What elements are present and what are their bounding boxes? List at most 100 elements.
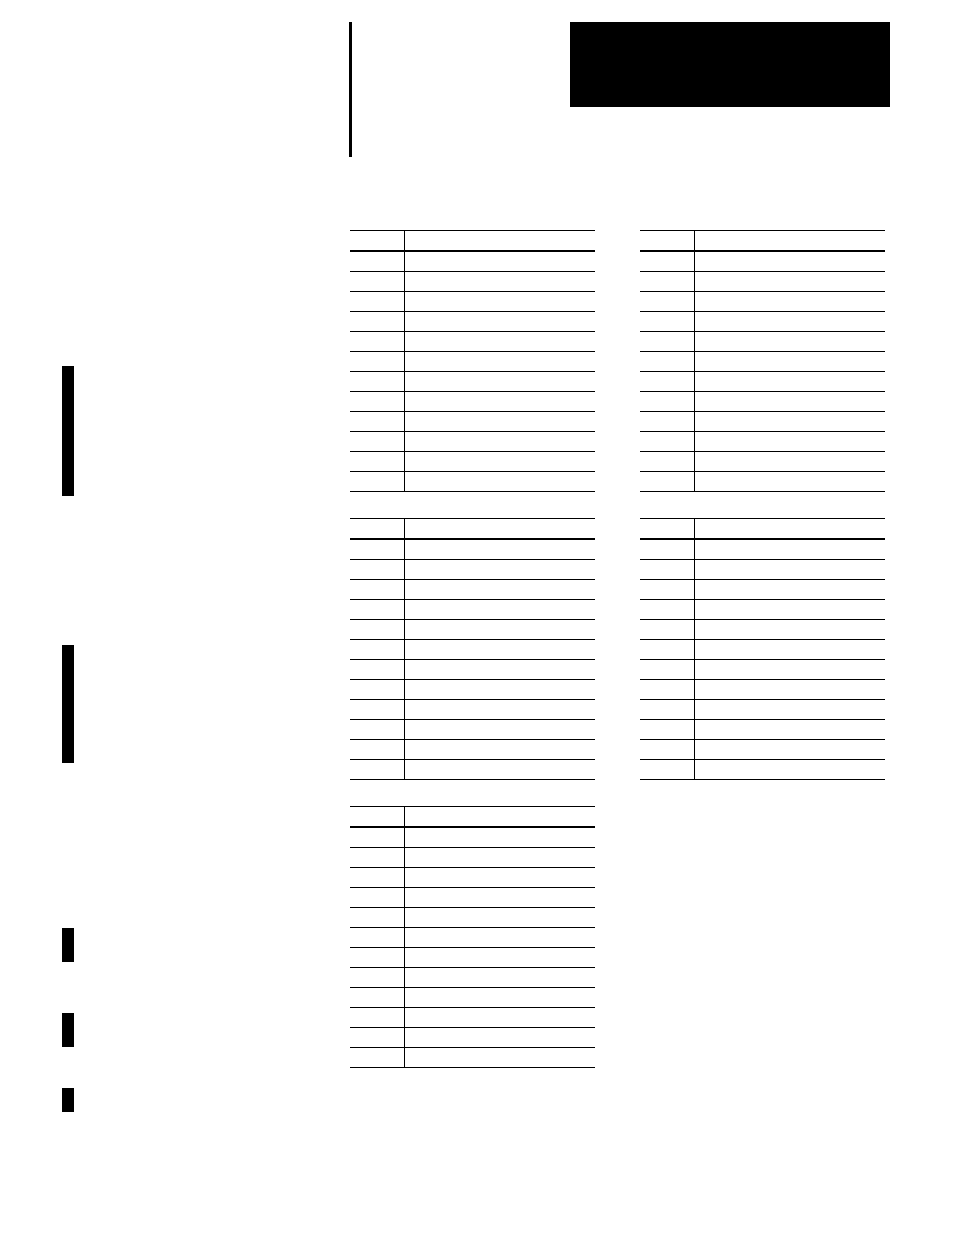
table-cell-value [695,352,886,372]
tables.left.2-key-header [350,807,405,828]
table-row [350,988,595,1008]
table-cell-value [695,392,886,412]
table-row [640,412,885,432]
table-cell-value [695,432,886,452]
table-row [640,700,885,720]
table-cell-value [405,272,596,292]
table-cell-value [405,868,596,888]
table-cell-value [695,452,886,472]
table-cell-key [350,292,405,312]
table-cell-value [405,312,596,332]
table-cell-key [350,660,405,680]
table-cell-key [640,680,695,700]
table-row [640,292,885,312]
table-cell-key [640,432,695,452]
table-cell-key [350,760,405,780]
table-cell-value [405,332,596,352]
header-banner [570,22,890,107]
table-cell-value [695,312,886,332]
table-cell-key [640,332,695,352]
table-row [350,680,595,700]
table-cell-value [405,539,596,560]
table-row [350,700,595,720]
table-cell-key [350,620,405,640]
margin-tick [62,928,74,962]
table-cell-value [405,928,596,948]
table-cell-value [405,432,596,452]
table-row [350,868,595,888]
table-row [350,372,595,392]
table-row [350,1028,595,1048]
table-cell-key [350,680,405,700]
table-cell-key [640,660,695,680]
table-cell-value [405,988,596,1008]
table-row [350,948,595,968]
tables.right.0-value-header [695,231,886,252]
page: { "layout": { "page_width_px": 954, "pag… [0,0,954,1235]
table-cell-value [695,760,886,780]
margin-tick [62,366,74,496]
margin-tick [62,1088,74,1112]
table-cell-key [640,539,695,560]
table-row [350,720,595,740]
table-cell-key [350,580,405,600]
table-row [640,272,885,292]
table-cell-value [695,272,886,292]
table-cell-value [695,539,886,560]
table-cell-value [695,720,886,740]
table-cell-value [695,640,886,660]
table-cell-key [640,580,695,600]
table-cell-value [695,472,886,492]
table-cell-key [640,392,695,412]
table-cell-value [695,251,886,272]
header-divider [349,22,352,157]
table-cell-key [350,968,405,988]
table-cell-key [350,251,405,272]
table-cell-key [350,412,405,432]
table-cell-value [695,740,886,760]
table-cell-key [350,600,405,620]
margin-tick [62,1013,74,1047]
table-row [350,292,595,312]
table-row [350,539,595,560]
table-row [640,580,885,600]
table-row [350,560,595,580]
table-cell-key [350,312,405,332]
tables.left.1-key-header [350,519,405,540]
table-row [640,600,885,620]
table-cell-value [405,908,596,928]
table-cell-key [640,560,695,580]
table-cell-key [640,600,695,620]
tables.left.1-value-header [405,519,596,540]
table-row [640,680,885,700]
table-cell-value [695,292,886,312]
table-row [640,620,885,640]
table-row [640,640,885,660]
table-cell-value [695,620,886,640]
table-cell-value [695,600,886,620]
table-cell-value [405,1028,596,1048]
table-cell-value [405,1048,596,1068]
table-cell-value [405,740,596,760]
table-row [350,412,595,432]
table-cell-value [405,888,596,908]
table-row [640,332,885,352]
table-row [640,720,885,740]
tables.left.0-value-header [405,231,596,252]
table-cell-value [405,412,596,432]
table-cell-key [350,720,405,740]
table-cell-key [640,312,695,332]
table-row [640,452,885,472]
table-cell-key [350,539,405,560]
table-row [640,251,885,272]
table-cell-value [405,472,596,492]
table-cell-value [405,700,596,720]
table-cell-key [350,1048,405,1068]
table-cell-key [350,432,405,452]
table-row [350,312,595,332]
table-row [640,312,885,332]
table-row [350,848,595,868]
table-row [640,740,885,760]
table-row [350,740,595,760]
table-cell-value [405,720,596,740]
